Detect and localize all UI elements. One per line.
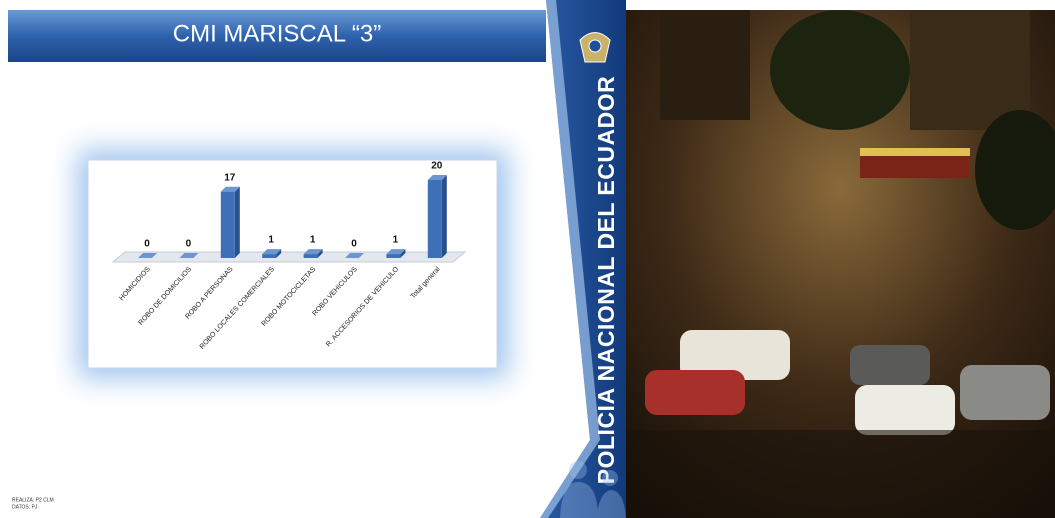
footer-note: REALIZA: P2 CLM	[12, 497, 54, 503]
bar	[428, 180, 442, 258]
bar-side	[235, 187, 240, 258]
bar-side	[442, 175, 447, 258]
data-label: 0	[144, 239, 150, 250]
data-label: 0	[351, 239, 357, 250]
data-label: 1	[310, 235, 316, 246]
slide: CMI MARISCAL “3” 0HOMICIDIOS0ROBO DE DOM…	[0, 0, 1055, 518]
slide-title: CMI MARISCAL “3”	[173, 20, 381, 47]
data-label: 1	[393, 235, 399, 246]
footer-note: DATOS: PJ	[12, 504, 38, 510]
bar	[262, 254, 276, 258]
emblem	[580, 33, 610, 63]
data-label: 17	[224, 172, 236, 183]
chart-floor	[113, 252, 465, 262]
bar	[221, 192, 235, 258]
side-text: POLICIA NACIONAL DEL ECUADOR	[593, 76, 619, 484]
data-label: 0	[186, 239, 192, 250]
data-label: 20	[431, 161, 443, 172]
bar	[304, 254, 318, 258]
bar	[386, 254, 400, 258]
data-label: 1	[268, 235, 274, 246]
slide-canvas: CMI MARISCAL “3” 0HOMICIDIOS0ROBO DE DOM…	[0, 0, 1055, 518]
